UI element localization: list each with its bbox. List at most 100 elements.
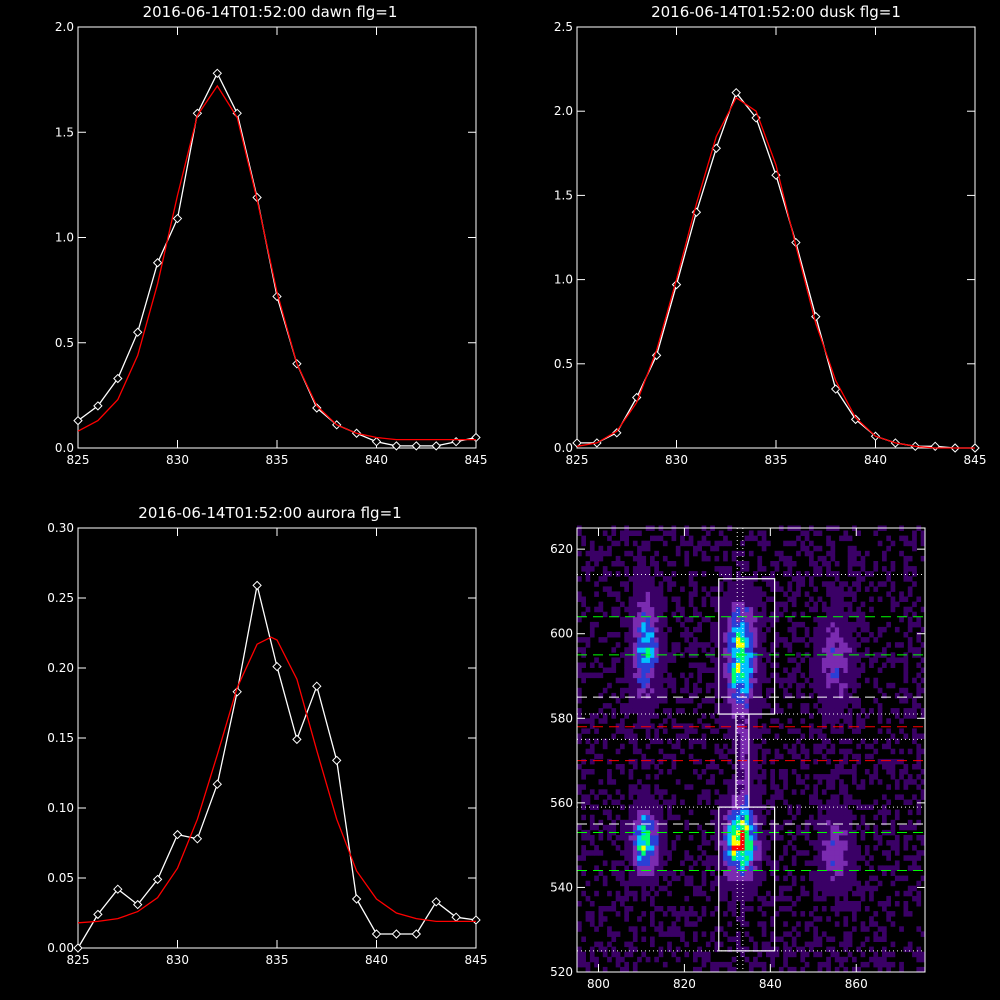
spectrogram-cell [809,713,814,719]
spectrogram-cell [693,966,698,973]
spectrogram-cell [615,845,621,851]
spectrogram-cell [800,966,806,973]
spectrogram-cell [701,794,707,800]
spectrogram-cell [602,966,608,973]
spectrogram-cell [761,535,767,542]
spectrogram-cell [688,855,694,861]
spectrogram-cell [783,779,788,785]
spectrogram-cell [662,601,668,608]
spectrogram-cell [680,936,685,942]
spectrogram-cell [753,946,758,953]
spectrogram-cell [718,941,724,948]
spectrogram-cell [830,545,836,552]
spectrogram-cell [624,703,629,709]
spectrogram-cell [890,870,896,876]
spectrogram-cell [714,677,720,684]
spectrogram-cell [899,687,904,694]
spectrogram-cell [839,835,844,841]
spectrogram-cell [852,682,857,689]
spectrogram-cell [753,601,758,608]
spectrogram-cell [645,586,651,592]
spectrogram-cell [813,855,818,861]
spectrogram-cell [624,966,629,973]
dawn-data-point [411,441,422,451]
spectrogram-cell [731,728,737,734]
spectrogram-cell [903,576,909,582]
spectrogram-cell [817,860,823,866]
spectrogram-cell [714,601,720,608]
spectrogram-cell [757,647,763,653]
spectrogram-cell [620,875,625,882]
spectrogram-cell [920,677,926,684]
spectrogram-cell [632,850,638,856]
spectrogram-cell [766,946,771,953]
spectrogram-cell [701,738,707,745]
spectrogram-cell [615,748,621,755]
spectrogram-cell [641,616,647,623]
spectrogram-cell [834,814,840,821]
spectrogram-cell [834,708,840,714]
spectrogram-cell [800,743,806,750]
spectrogram-cell [628,642,634,648]
spectrogram-cell [705,951,711,958]
spectrogram-cell [894,692,900,699]
spectrogram-cell [714,743,720,750]
spectrogram-cell [761,845,767,851]
spectrogram-cell [654,728,659,734]
spectrogram-cell [577,901,582,907]
spectrogram-cell [658,809,664,816]
spectrogram-cell [658,672,664,679]
spectrogram-cell [813,632,818,638]
spectrogram-cell [830,677,836,684]
spectrogram-cell [714,840,720,846]
spectrogram-cell [701,713,707,719]
spectrogram-cell [783,606,788,613]
spectrogram-cell [697,621,702,628]
spectrogram-cell [611,799,617,805]
spectrogram-cell [624,728,629,734]
spectrogram-cell [839,870,844,876]
spectrogram-cell [817,692,823,699]
spectrogram-cell [787,626,793,633]
spectrogram-cell [680,860,685,866]
spectrogram-cell [624,906,629,912]
spectrogram-cell [667,561,672,567]
spectrogram-cell [632,865,638,871]
spectrogram-cell [714,667,720,673]
spectrogram-cell [830,835,836,841]
spectrogram-cell [658,606,664,613]
spectrogram-cell [809,875,814,882]
spectrogram-cell [839,657,844,663]
spectrogram-cell [766,941,771,948]
spectrogram-cell [744,642,750,648]
spectrogram-cell [650,703,655,709]
spectrogram-cell [757,855,763,861]
spectrogram-cell [736,946,741,953]
spectrogram-cell [890,758,896,765]
spectrogram-cell [830,698,836,704]
spectrogram-cell [654,840,659,846]
spectrogram-cell [680,611,685,618]
spectrogram-cell [697,703,702,709]
spectrogram-cell [637,956,642,963]
spectrogram-cell [667,906,672,912]
spectrogram-cell [615,835,621,841]
spectrogram-cell [624,581,629,587]
spectrogram-cell [671,611,677,618]
spectrogram-cell [744,733,750,739]
spectrogram-cell [757,601,763,608]
spectrogram-cell [800,875,806,882]
spectrogram-cell [718,647,724,653]
spectrogram-cell [744,946,750,953]
spectrogram-cell [650,687,655,694]
spectrogram-cell [615,677,621,684]
spectrogram-cell [650,824,655,831]
spectrogram-cell [693,931,698,937]
spectrogram-cell [585,728,591,734]
spectrogram-cell [650,535,655,542]
spectrogram-cell [731,550,737,557]
spectrogram-cell [916,621,922,628]
spectrogram-cell [624,677,629,684]
spectrogram-cell [654,621,659,628]
